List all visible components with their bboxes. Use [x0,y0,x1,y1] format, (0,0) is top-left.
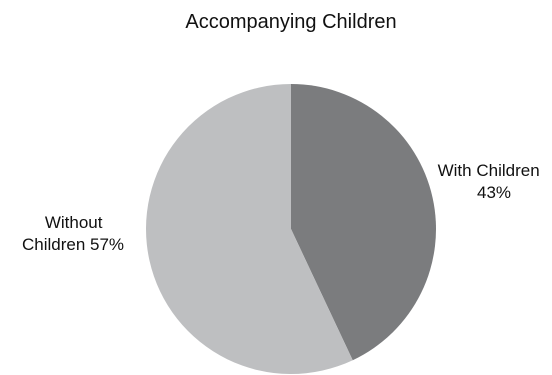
chart-title: Accompanying Children [185,11,396,33]
pie-labels: With Children 43% Without Children 57% [22,161,545,254]
pie-slices [146,84,437,374]
with-children-value: 43% [477,183,511,202]
with-children-label: With Children 43% [438,161,545,202]
without-children-name-line2: Children 57% [22,235,124,254]
with-children-name: With Children [438,161,540,180]
pie-slice-without-children [146,84,353,374]
pie-slice-with-children [291,84,437,361]
without-children-name-line1: Without [45,213,103,232]
without-children-label: Without Children 57% [22,213,124,254]
